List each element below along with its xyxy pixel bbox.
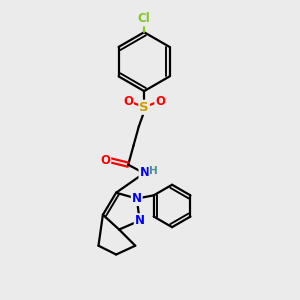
Text: O: O <box>155 95 165 108</box>
Text: H: H <box>149 166 158 176</box>
Text: O: O <box>123 95 133 108</box>
Text: N: N <box>132 192 142 205</box>
Text: O: O <box>100 154 110 167</box>
Text: Cl: Cl <box>138 13 151 26</box>
Text: S: S <box>139 101 149 114</box>
Text: N: N <box>140 167 149 179</box>
Text: N: N <box>135 214 145 227</box>
